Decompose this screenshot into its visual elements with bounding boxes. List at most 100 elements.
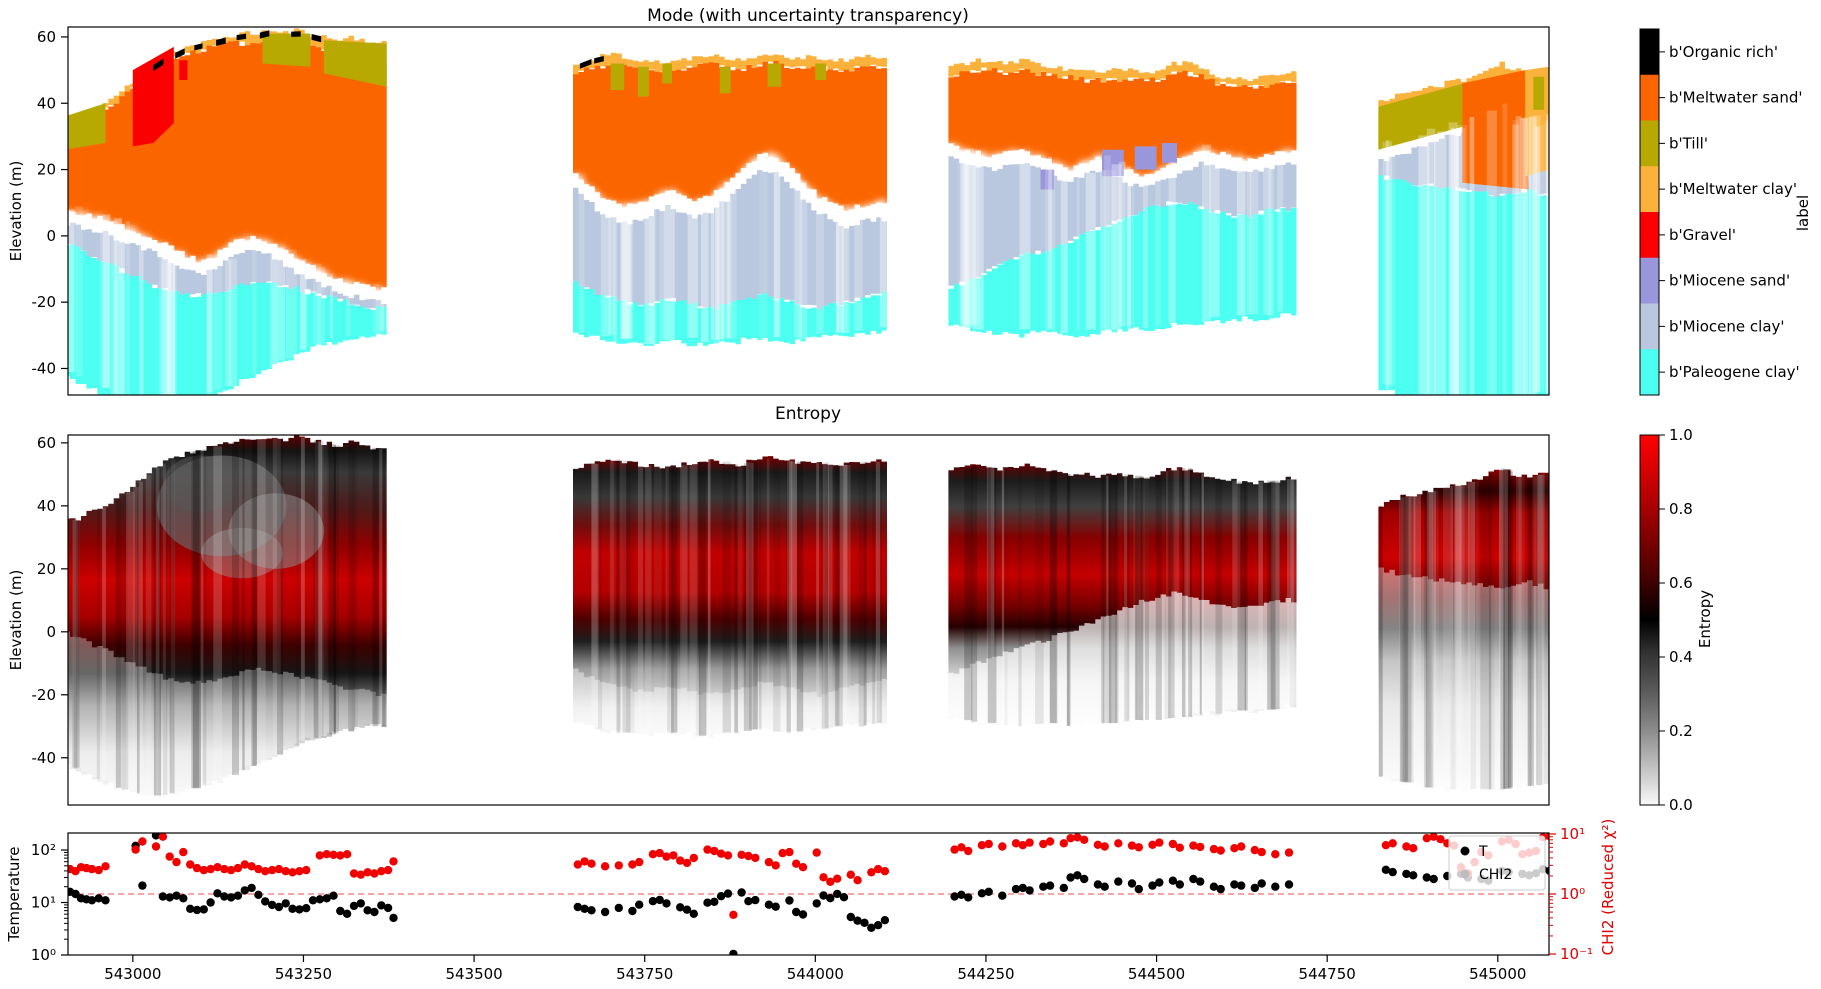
entropy-streak [1488,473,1495,790]
mode-patch-organic [259,30,270,39]
lithology-colorbar-segment [1640,29,1659,76]
data-point-T [363,906,372,915]
data-point-CHI2 [1039,839,1048,849]
entropy-streak [1527,477,1532,787]
data-point-CHI2 [751,853,760,863]
data-point-T [1422,873,1432,882]
data-point-T [1018,883,1027,893]
entropy-streak [73,519,78,769]
uncertainty-streak [773,167,781,337]
data-point-CHI2 [655,848,664,858]
entropy-streak [1201,473,1204,715]
uncertainty-streak [1546,113,1549,394]
entropy-streak [821,462,829,729]
entropy-colorbar [1640,435,1659,805]
uncertainty-streak [385,298,392,330]
entropy-streak [689,463,698,735]
data-point-T [1080,874,1089,884]
legend-marker-CHI2 [1460,869,1470,879]
uncertainty-streak [613,210,618,341]
data-point-CHI2 [1216,846,1225,855]
data-point-T [812,899,821,908]
y-tick-label: 60 [37,434,56,452]
data-point-CHI2 [377,867,386,876]
data-point-T [87,896,97,905]
data-point-T [226,893,236,902]
entropy-streak [773,458,781,732]
entropy-streak [373,448,380,727]
right-y-tick-label: 10¹ [1560,825,1585,843]
entropy-streak [1215,479,1223,714]
data-point-T [233,891,243,900]
data-point-T [1250,883,1260,893]
uncertainty-streak [972,149,980,326]
uncertainty-streak [759,167,768,338]
entropy-streak [990,467,995,724]
mode-patch-olive [262,33,311,67]
uncertainty-streak [1469,117,1475,395]
entropy-streak [121,494,129,790]
entropy-streak [1401,497,1411,783]
uncertainty-streak [648,200,657,344]
uncertainty-streak [961,151,972,328]
entropy-streak [1067,474,1070,726]
entropy-streak [1404,496,1414,783]
entropy-streak [1518,475,1521,787]
data-point-CHI2 [165,852,174,861]
data-point-CHI2 [94,865,103,875]
entropy-streak [1468,481,1476,790]
data-point-T [648,897,658,906]
data-point-T [336,906,345,916]
uncertainty-streak [1456,125,1468,395]
entropy-streak [1530,476,1534,786]
right-y-tick-label: 10⁻¹ [1560,945,1593,963]
data-point-CHI2 [1381,841,1391,850]
mode-patch-olive [1378,83,1464,150]
data-point-CHI2 [1545,833,1549,841]
data-point-T [853,916,862,925]
uncertainty-streak [1454,133,1459,395]
data-point-CHI2 [771,861,780,870]
entropy-streak [232,442,239,775]
mode-patch-olive [662,63,672,84]
mode-patch-organic [216,37,226,46]
entropy-streak [1400,497,1405,782]
uncertainty-streak [172,252,177,395]
entropy-streak [737,464,743,733]
entropy-streak [242,439,245,771]
entropy-streak [1144,477,1149,720]
data-point-CHI2 [737,850,746,859]
data-point-CHI2 [1409,844,1418,853]
data-point-CHI2 [349,869,359,878]
data-point-T [377,901,386,910]
data-point-T [1230,880,1239,889]
entropy-streak [1106,475,1109,724]
data-point-CHI2 [984,839,993,849]
mode-patch-olive [610,63,625,90]
entropy-streak [1409,495,1416,784]
data-point-T [192,905,202,915]
data-point-CHI2 [329,850,338,859]
x-tick-label: 543250 [275,965,332,983]
lithology-label: b'Organic rich' [1669,43,1778,61]
data-point-CHI2 [87,864,97,874]
data-point-T [315,895,324,904]
uncertainty-streak [1168,162,1176,324]
entropy-streak [1142,477,1149,720]
uncertainty-streak [1263,166,1271,315]
entropy-streak [743,463,752,731]
entropy-streak [317,441,324,738]
entropy-streak [671,467,678,733]
entropy-colorbar-title: Entropy [1696,589,1714,649]
uncertainty-streak [710,194,715,340]
data-point-CHI2 [186,860,195,869]
y-tick-label: 40 [37,497,56,515]
lithology-colorbar-segment [1640,212,1659,259]
entropy-streak [1434,489,1439,790]
data-point-CHI2 [710,846,719,856]
mode-plot-title: Mode (with uncertainty transparency) [647,6,969,26]
entropy-streak [987,466,997,724]
x-tick-label: 543000 [104,965,161,983]
uncertainty-streak [620,213,632,340]
entropy-streak [1114,474,1119,723]
